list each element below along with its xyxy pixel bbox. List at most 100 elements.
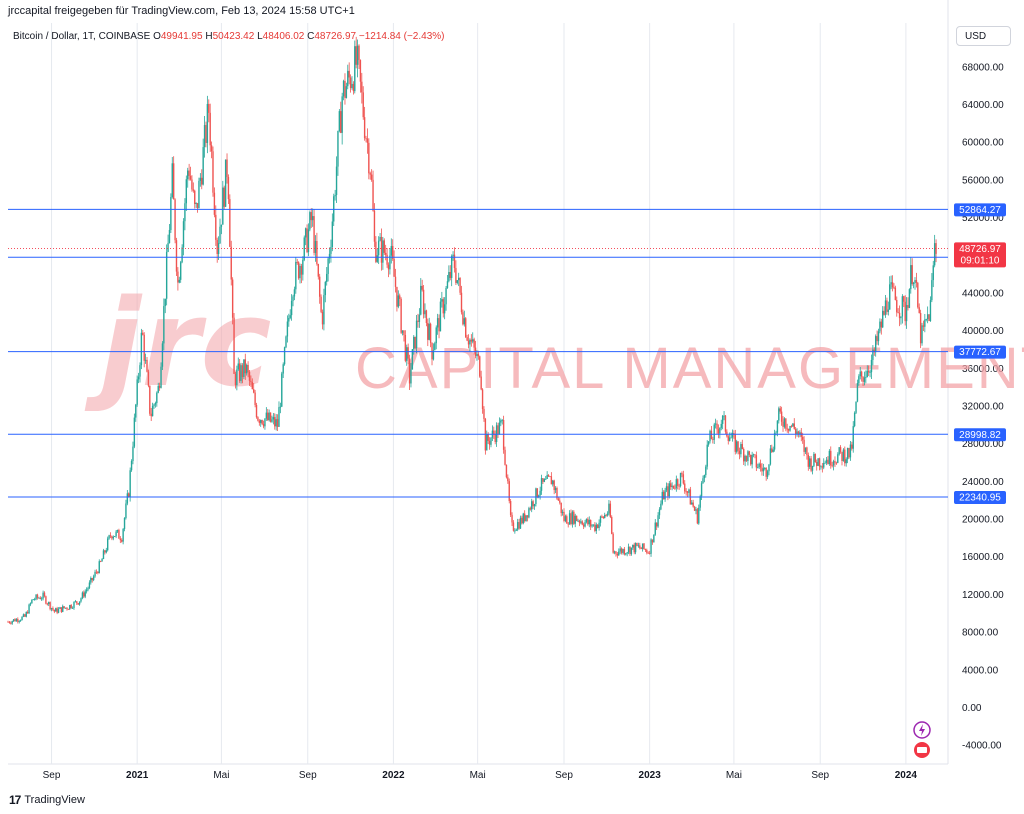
- candle-body: [604, 514, 606, 519]
- candle-body: [922, 325, 925, 327]
- candle-body: [403, 330, 405, 336]
- candle-body: [363, 117, 366, 139]
- candle-body: [203, 125, 206, 148]
- candle-body: [778, 408, 780, 421]
- candle-body: [547, 474, 550, 477]
- candle-body: [480, 376, 482, 390]
- candle-body: [275, 419, 277, 427]
- candle-body: [497, 425, 499, 435]
- candle-body: [904, 301, 906, 322]
- x-tick-label: Mai: [470, 770, 486, 781]
- candle-body: [150, 413, 152, 417]
- jrc-watermark-logo: jrc: [84, 275, 271, 414]
- candle-body: [18, 620, 20, 622]
- candle-body: [559, 500, 561, 503]
- candle-body: [835, 462, 838, 464]
- candle-body: [310, 212, 312, 221]
- symbol-name: Bitcoin / Dollar, 1T, COINBASE: [13, 31, 151, 42]
- low-label: L: [257, 31, 263, 42]
- candle-body: [467, 340, 470, 345]
- candle-body: [126, 493, 129, 504]
- candle-body: [721, 415, 724, 424]
- candle-body: [216, 239, 218, 254]
- candle-body: [771, 448, 773, 452]
- currency-button[interactable]: USD: [956, 26, 1011, 46]
- candle-body: [258, 420, 261, 423]
- candle-body: [140, 332, 143, 366]
- candle-body: [254, 392, 256, 405]
- candle-body: [40, 598, 43, 600]
- candle-body: [706, 444, 708, 467]
- candle-body: [281, 373, 283, 407]
- candle-body: [408, 358, 411, 384]
- y-tick-label: 12000.00: [962, 590, 1004, 601]
- candle-body: [300, 265, 303, 275]
- candle-body: [373, 210, 376, 242]
- candle-body: [700, 483, 703, 497]
- candle-body: [268, 412, 270, 421]
- candle-body: [648, 552, 651, 554]
- candle-body: [852, 426, 854, 449]
- candle-body: [15, 619, 18, 622]
- candle-body: [227, 177, 230, 200]
- candle-body: [11, 621, 13, 624]
- candle-body: [824, 462, 826, 464]
- candle-body: [253, 389, 255, 393]
- candle-body: [328, 253, 331, 259]
- candle-body: [379, 236, 381, 241]
- candle-body: [91, 577, 93, 581]
- candle-body: [188, 170, 190, 176]
- candle-body: [208, 103, 210, 113]
- candle-body: [844, 449, 846, 464]
- candle-body: [682, 474, 685, 484]
- candle-body: [453, 254, 456, 269]
- candle-body: [470, 339, 473, 342]
- candle-body: [404, 335, 407, 361]
- candle-body: [585, 518, 588, 523]
- candle-body: [274, 417, 276, 427]
- candle-body: [85, 589, 88, 592]
- candle-body: [369, 173, 371, 175]
- candle-body: [215, 214, 217, 240]
- candle-body: [189, 175, 192, 180]
- candle-body: [376, 255, 378, 262]
- candle-body: [737, 441, 739, 451]
- candle-body: [719, 427, 721, 434]
- candle-body: [686, 491, 689, 493]
- candle-body: [303, 237, 305, 260]
- candle-body: [64, 607, 67, 609]
- candle-body: [813, 453, 815, 466]
- candle-body: [754, 454, 756, 456]
- candle-body: [915, 280, 918, 283]
- candle-body: [780, 411, 783, 422]
- candle-body: [724, 415, 727, 432]
- candle-body: [178, 279, 180, 283]
- candle-body: [352, 83, 355, 92]
- candle-body: [111, 536, 113, 539]
- candle-body: [168, 229, 171, 244]
- candle-body: [473, 339, 475, 348]
- candle-body: [501, 420, 503, 421]
- candle-body: [450, 256, 453, 278]
- candle-body: [476, 353, 478, 356]
- candle-body: [202, 147, 204, 185]
- candle-body: [550, 476, 553, 485]
- candle-body: [481, 389, 484, 410]
- candle-body: [810, 458, 812, 471]
- candle-body: [695, 509, 697, 511]
- candle-body: [108, 535, 110, 539]
- candle-body: [147, 371, 150, 386]
- candle-body: [688, 489, 690, 493]
- candle-body: [752, 454, 755, 456]
- candle-body: [738, 450, 741, 455]
- candle-body: [516, 522, 519, 530]
- candle-body: [633, 544, 635, 553]
- candle-body: [130, 460, 133, 471]
- tradingview-footer[interactable]: 17 TradingView: [9, 793, 85, 807]
- candle-body: [66, 607, 68, 610]
- candle-body: [320, 296, 322, 312]
- candle-body: [903, 296, 905, 302]
- candle-body: [359, 60, 362, 82]
- candle-body: [151, 405, 154, 417]
